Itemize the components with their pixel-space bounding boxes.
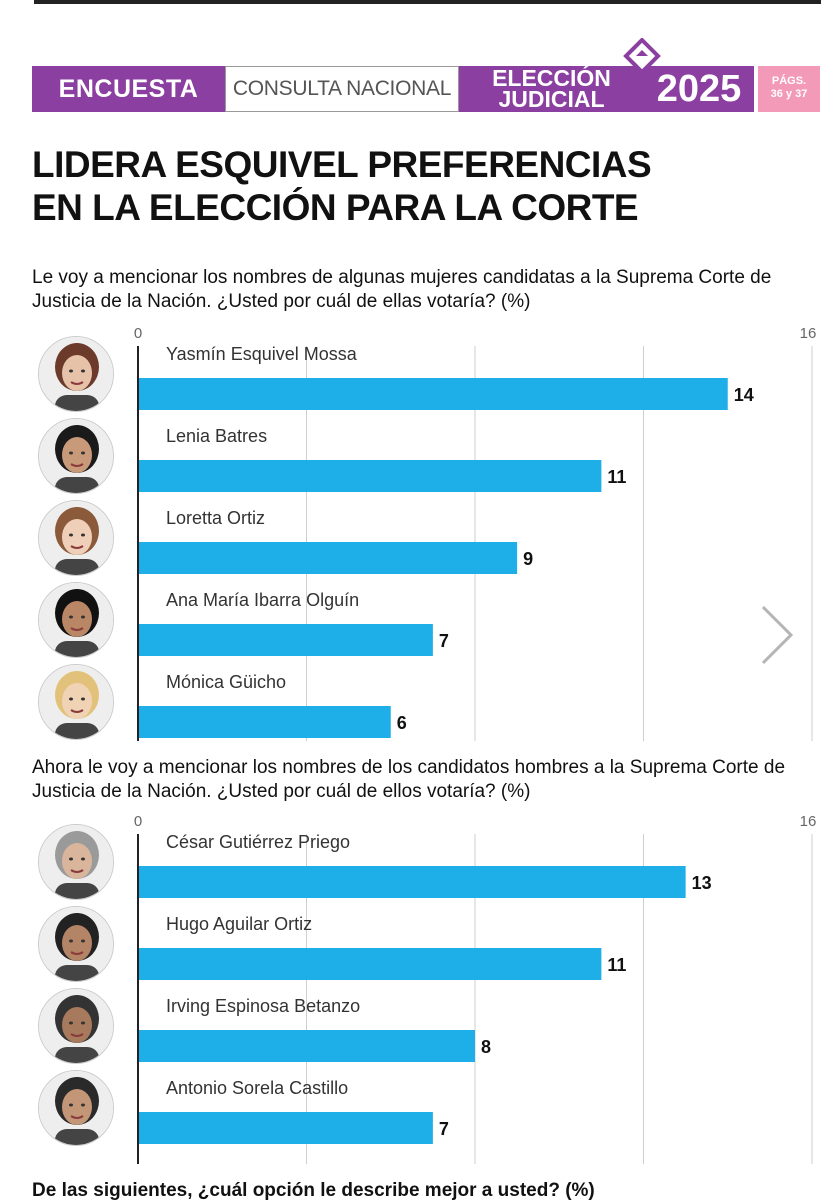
- candidate-name: Antonio Sorela Castillo: [166, 1078, 348, 1098]
- value-label: 7: [439, 1119, 449, 1139]
- axis-min-label: 0: [134, 325, 142, 342]
- eleccion-line: ELECCIÓN: [492, 65, 611, 91]
- candidate-portrait-icon: [38, 988, 114, 1064]
- women-candidates-chart: 0 16 Yasmín Esquivel Mossa 14 Lenia Batres 11…: [0, 320, 821, 745]
- value-label: 8: [481, 1037, 491, 1057]
- bar: [139, 1112, 433, 1144]
- chevron-right-icon[interactable]: [760, 604, 794, 666]
- bar: [139, 542, 518, 574]
- candidate-portrait-icon: [38, 906, 114, 982]
- bar: [139, 1030, 475, 1062]
- bar: [139, 866, 686, 898]
- candidate-portrait-icon: [38, 500, 114, 576]
- pags-numbers: 36 y 37: [770, 88, 808, 100]
- candidate-name: Mónica Güicho: [166, 672, 286, 692]
- candidate-portrait-icon: [38, 824, 114, 900]
- value-label: 14: [734, 385, 754, 405]
- candidate-portrait-icon: [38, 336, 114, 412]
- pags-label: PÁGS.: [771, 75, 807, 87]
- candidate-portrait-icon: [38, 418, 114, 494]
- candidate-name: Loretta Ortiz: [166, 508, 265, 528]
- diamond-logo-icon: [623, 38, 661, 75]
- candidate-name: Ana María Ibarra Olguín: [166, 590, 359, 610]
- candidate-name: Hugo Aguilar Ortiz: [166, 914, 312, 934]
- value-label: 11: [607, 955, 626, 975]
- headline-line-2: EN LA ELECCIÓN PARA LA CORTE: [32, 187, 639, 228]
- eleccion-judicial-tag: ELECCIÓN JUDICIAL: [459, 66, 644, 112]
- candidate-name: Lenia Batres: [166, 426, 267, 446]
- men-candidates-chart: 0 16 César Gutiérrez Priego 13 Hugo Aguilar …: [0, 808, 821, 1168]
- section-header: ENCUESTA CONSULTA NACIONAL ELECCIÓN JUDI…: [32, 66, 820, 112]
- bar: [139, 948, 602, 980]
- year-tag: 2025: [644, 66, 754, 112]
- candidate-portrait-icon: [38, 582, 114, 658]
- value-label: 13: [692, 873, 712, 893]
- bar: [139, 460, 602, 492]
- headline: LIDERA ESQUIVEL PREFERENCIAS EN LA ELECC…: [32, 143, 802, 229]
- next-question: De las siguientes, ¿cuál opción le descr…: [32, 1180, 595, 1201]
- top-rule: [34, 0, 821, 4]
- headline-line-1: LIDERA ESQUIVEL PREFERENCIAS: [32, 144, 652, 185]
- value-label: 9: [523, 549, 533, 569]
- bar: [139, 624, 433, 656]
- candidate-portrait-icon: [38, 664, 114, 740]
- bar: [139, 706, 391, 738]
- axis-max-label: 16: [800, 325, 817, 342]
- women-question: Le voy a mencionar los nombres de alguna…: [32, 267, 772, 312]
- bar: [139, 378, 728, 410]
- consulta-tag: CONSULTA NACIONAL: [225, 66, 459, 112]
- axis-max-label: 16: [800, 813, 817, 830]
- encuesta-tag: ENCUESTA: [32, 66, 225, 112]
- candidate-name: César Gutiérrez Priego: [166, 832, 350, 852]
- pages-tag[interactable]: PÁGS. 36 y 37: [758, 66, 820, 112]
- candidate-portrait-icon: [38, 1070, 114, 1146]
- judicial-line: JUDICIAL: [498, 86, 605, 112]
- candidate-name: Yasmín Esquivel Mossa: [166, 344, 358, 364]
- candidate-name: Irving Espinosa Betanzo: [166, 996, 360, 1016]
- men-question: Ahora le voy a mencionar los nombres de …: [32, 757, 786, 802]
- value-label: 7: [439, 631, 449, 651]
- value-label: 6: [397, 713, 407, 733]
- chart-svg: 0 16 Yasmín Esquivel Mossa 14 Lenia Batres 11…: [134, 325, 817, 741]
- value-label: 11: [607, 467, 626, 487]
- axis-min-label: 0: [134, 813, 142, 830]
- chart-svg: 0 16 César Gutiérrez Priego 13 Hugo Aguilar …: [134, 813, 817, 1164]
